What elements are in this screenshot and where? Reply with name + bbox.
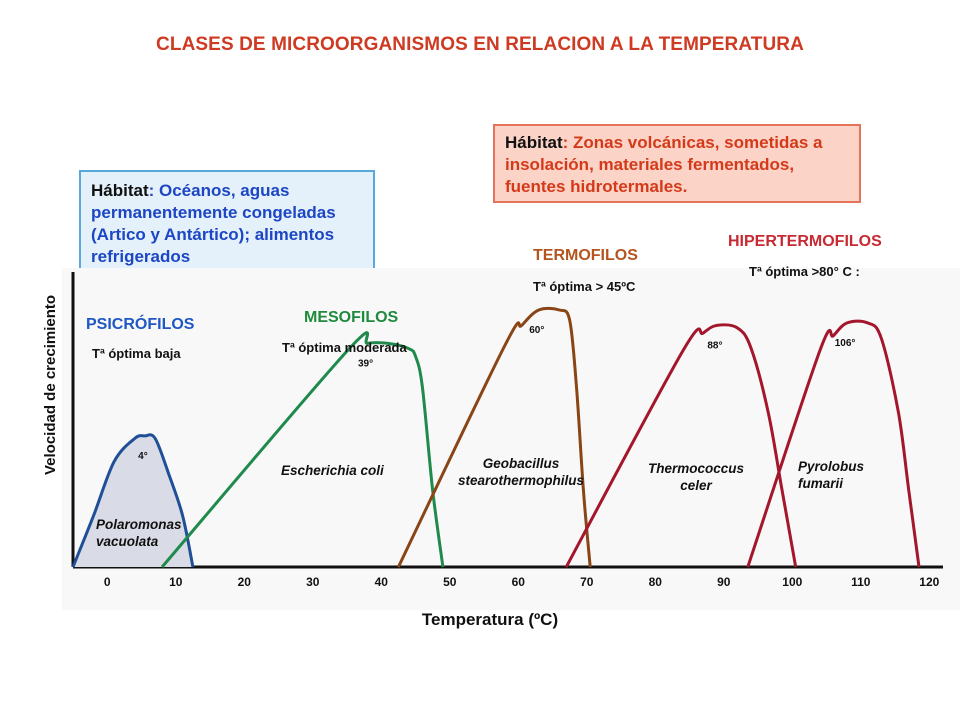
growth-curve [71, 433, 195, 568]
growth-curve [746, 319, 921, 568]
x-tick-label: 60 [512, 575, 526, 589]
x-tick-label: 80 [649, 575, 663, 589]
organism-hyperthermophile-2: Pyrolobus fumarii [798, 459, 865, 491]
x-tick-label: 50 [443, 575, 457, 589]
organism-hyperthermophile-1: Thermococcus celer [647, 461, 745, 493]
x-tick-label: 10 [169, 575, 183, 589]
organism-psychrophile: Polaromonas vacuolata [96, 517, 182, 549]
chart-title: CLASES DE MICROORGANISMOS EN RELACION A … [156, 34, 804, 55]
growth-curve [397, 306, 592, 568]
x-axis-title: Temperatura (ºC) [422, 610, 558, 629]
group-optimum-hyperthermophiles: Tª óptima >80° C : [749, 264, 860, 279]
group-name-thermophiles: TERMOFILOS [533, 247, 638, 264]
peak-temp-label: 39° [358, 358, 373, 369]
plot-area [62, 268, 960, 610]
organism-thermophile: Geobacillus stearothermophilus [457, 456, 585, 488]
psychrophile-fill [73, 434, 193, 567]
x-tick-label: 120 [919, 575, 939, 589]
x-tick-label: 0 [104, 575, 111, 589]
habitat-hot-label: Hábitat [505, 133, 563, 152]
peak-temp-label: 60° [529, 325, 544, 336]
group-optimum-psychrophiles: Tª óptima baja [92, 346, 181, 361]
x-tick-label: 100 [782, 575, 802, 589]
peak-temp-label: 106° [835, 338, 856, 349]
x-tick-label: 30 [306, 575, 320, 589]
x-tick-label: 110 [851, 575, 871, 589]
group-optimum-thermophiles: Tª óptima > 45ºC [533, 279, 636, 294]
habitat-hot-text: : Zonas volcánicas, sometidas a insolaci… [505, 133, 823, 196]
peak-temp-label: 4° [138, 451, 148, 462]
x-tick-label: 70 [580, 575, 594, 589]
growth-curve [160, 331, 445, 568]
group-name-mesophiles: MESOFILOS [304, 309, 399, 326]
growth-curve [564, 323, 798, 568]
peak-temp-label: 88° [707, 340, 722, 351]
group-name-hyperthermophiles: HIPERTERMOFILOS [728, 233, 882, 250]
x-tick-label: 90 [717, 575, 731, 589]
habitat-cold-label: Hábitat [91, 181, 149, 200]
organism-mesophile: Escherichia coli [281, 463, 384, 478]
habitat-cold-text: : Océanos, aguas permanentemente congela… [91, 181, 336, 266]
x-tick-label: 20 [238, 575, 252, 589]
habitat-cold-box: Hábitat: Océanos, aguas permanentemente … [79, 170, 375, 274]
group-name-psychrophiles: PSICRÓFILOS [86, 316, 195, 333]
x-tick-label: 40 [375, 575, 389, 589]
group-optimum-mesophiles: Tª óptima moderada [282, 340, 407, 355]
habitat-hot-box: Hábitat: Zonas volcánicas, sometidas a i… [493, 124, 861, 203]
y-axis-title: Velocidad de crecimiento [42, 295, 59, 475]
